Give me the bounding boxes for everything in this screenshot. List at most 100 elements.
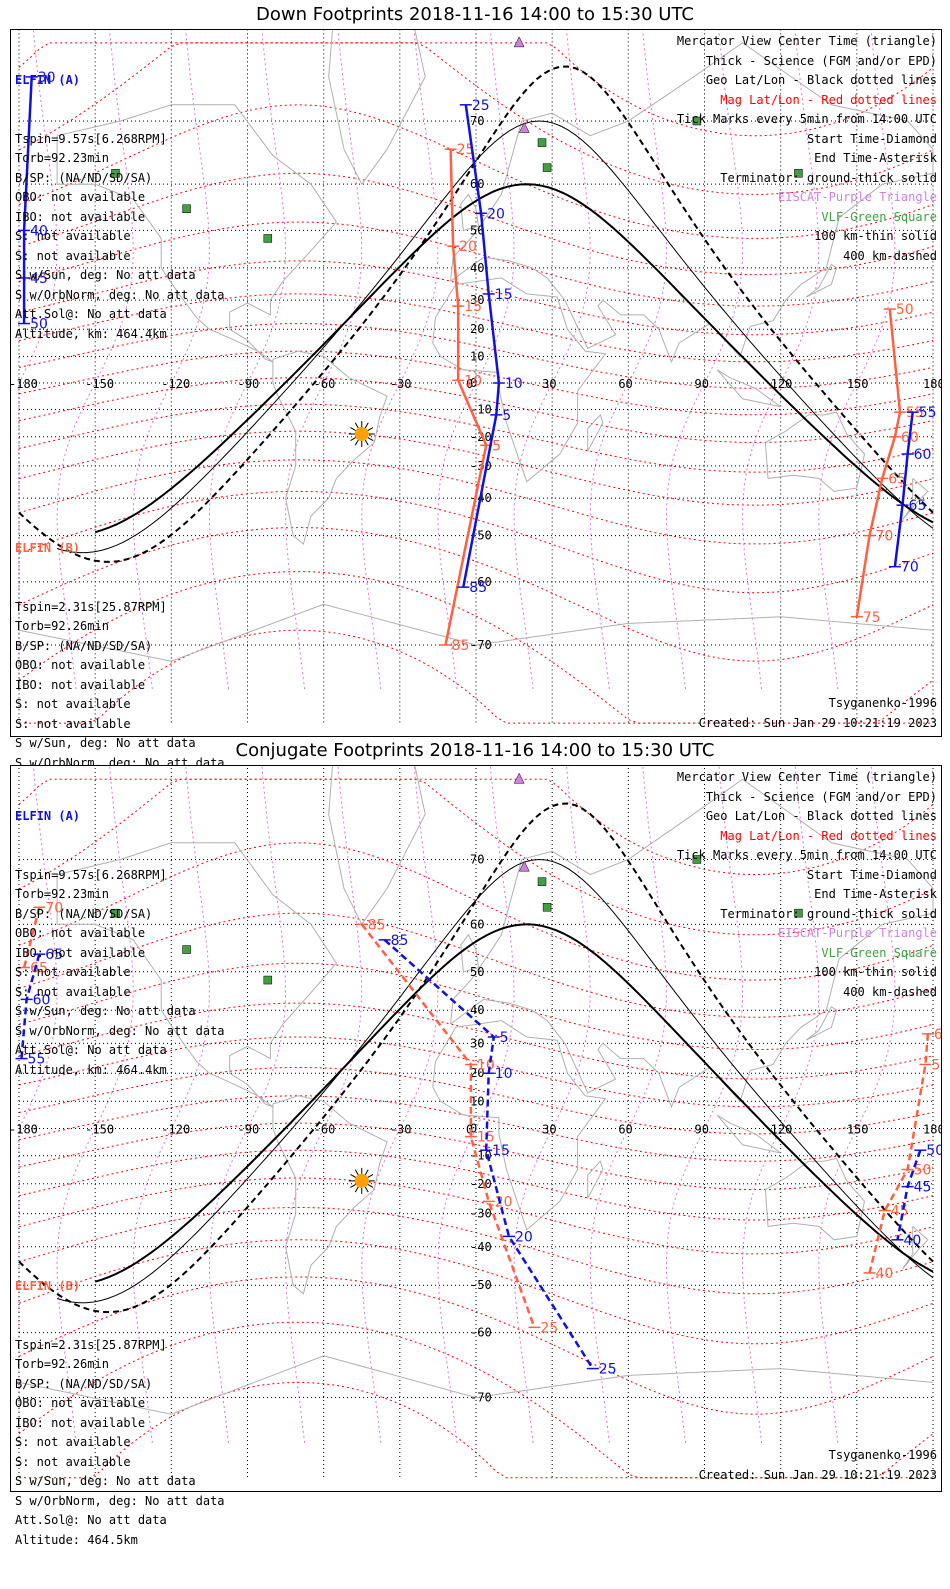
tick-label: 10 (505, 376, 523, 392)
coastline (764, 1157, 866, 1241)
tick-label: 65 (45, 947, 63, 963)
tick-label: 20 (487, 206, 505, 222)
sun-disc (354, 1173, 369, 1188)
elfin-b-track: 851015202570656055504540 (18, 900, 941, 1336)
info-line: OBO: not available (15, 190, 146, 204)
lon-axis-label: -30 (390, 377, 412, 391)
lat-axis-label: -70 (470, 1391, 492, 1405)
tick-label: 50 (30, 317, 48, 333)
coastline (18, 603, 934, 662)
track-line (893, 412, 914, 567)
legend-item: 100 km-thin solid (814, 229, 937, 243)
map-canvas-down: -180-150-120-90-60-300306090120150180706… (11, 30, 941, 724)
lat-axis-label: 40 (470, 261, 484, 275)
sun-ray (350, 1183, 356, 1188)
track-line (22, 76, 33, 324)
legend-item: Mag Lat/Lon - Red dotted lines (720, 92, 937, 107)
legend-item: 400 km-dashed (843, 248, 937, 263)
legend-item: VLF-Green Square (821, 209, 937, 224)
lon-axis-label: 150 (847, 377, 869, 391)
mag-lat-line (18, 293, 934, 363)
lon-axis-label: -180 (11, 1123, 38, 1137)
legend: Mercator View Center Time (triangle) Thic… (677, 768, 937, 1002)
info-line: S w/Sun, deg: No att data (15, 1474, 196, 1488)
mag-lat-line (18, 1177, 934, 1255)
coastline (56, 104, 338, 363)
lat-axis-label: -70 (470, 638, 492, 652)
info-line: Altitude, km: 464.4km (15, 326, 167, 341)
lon-axis-label: -150 (85, 377, 114, 391)
tick-label: 70 (901, 560, 919, 576)
legend-item: Terminator: ground-thick solid (720, 906, 937, 921)
elfin-a-track: 85 5 10 15 20 25 60 65 55 45 40 50 (15, 933, 941, 1378)
mag-lat-line (18, 459, 934, 545)
panel-title-down: Down Footprints 2018-11-16 14:00 to 15:3… (256, 4, 694, 25)
map-panel-down: -180-150-120-90-60-300306090120150180706… (10, 29, 942, 809)
elfin-b-info: ELFIN (B) Tspin=2.31s[25.87RPM] Torb=92.2… (15, 1238, 225, 1589)
lon-axis-label: 60 (618, 377, 632, 391)
info-line: IBO: not available (15, 677, 146, 692)
info-line: Att.Sol@: No att data (15, 1043, 167, 1057)
tick-label: 60 (33, 992, 51, 1008)
sun-ray (364, 1186, 369, 1193)
lat-axis-label: 60 (470, 917, 484, 931)
mag-lat-line (18, 350, 934, 416)
tick-label: 85 (452, 638, 470, 654)
sun-ray (354, 1169, 359, 1176)
legend-item: Terminator: ground-thick solid (720, 170, 937, 185)
tick-label: 25 (599, 1362, 617, 1378)
sun-ray (350, 427, 356, 431)
info-line: S: not available (15, 697, 131, 711)
tick-label: 50 (914, 1163, 932, 1179)
track-line (383, 938, 594, 1370)
tick-label: 65 (888, 471, 906, 487)
lon-axis-label: 150 (847, 1123, 869, 1137)
tick-label: 65 (909, 498, 927, 514)
info-line: Torb=92.23min (15, 151, 109, 165)
lat-axis-label: 70 (470, 852, 484, 866)
tick-label: 45 (891, 1204, 909, 1220)
sun-ray (364, 422, 369, 429)
lon-axis-label: -60 (314, 377, 336, 391)
vlf-square-icon (542, 903, 552, 912)
tick-label: 5 (500, 1030, 509, 1046)
legend: Mercator View Center Time (triangle) Thic… (677, 32, 937, 266)
lat-axis-label: 50 (470, 223, 484, 237)
elfin-b-label: ELFIN (B) (15, 541, 81, 555)
sun-ray (350, 437, 356, 441)
terminator-400km (18, 802, 934, 1314)
lon-axis-label: 0 (466, 1123, 473, 1137)
tick-label: 70 (876, 529, 894, 545)
lon-axis-label: -120 (161, 1123, 190, 1137)
coastline (716, 369, 781, 408)
lon-axis-label: 30 (542, 377, 556, 391)
coastline (460, 933, 480, 973)
sun-ray (367, 1173, 374, 1178)
map-canvas-conjugate: -180-150-120-90-60-300306090120150180706… (11, 766, 941, 1479)
info-line: S: not available (15, 984, 131, 999)
elfin-a-lines: Tspin=9.57s[6.268RPM] Torb=92.23min B/SP: … (15, 866, 225, 1081)
lon-axis-label: 120 (771, 377, 793, 391)
lon-axis-label: -180 (11, 377, 38, 391)
coastline (587, 413, 604, 452)
sun-icon (348, 421, 375, 448)
track-line (855, 308, 902, 617)
track-line (462, 104, 501, 588)
coastline (450, 778, 934, 1109)
info-line: Torb=92.23min (15, 887, 109, 901)
lon-axis-label: 180 (923, 1123, 941, 1137)
info-line: S: not available (15, 965, 131, 979)
track-line (444, 149, 488, 646)
lat-axis-label: -20 (470, 430, 492, 444)
sun-disc (354, 427, 369, 442)
info-line: S: not available (15, 1435, 131, 1449)
lat-axis-label: -60 (470, 1326, 492, 1340)
tick-label: 5 (492, 438, 501, 454)
info-line: S: not available (15, 716, 131, 731)
lat-axis-label: 0 (470, 1122, 477, 1136)
info-line: Torb=92.26min (15, 619, 109, 633)
legend-item: Geo Lat/Lon - Black dotted lines (705, 73, 937, 87)
coastline (450, 42, 934, 364)
eiscat-triangle-icon (513, 36, 525, 48)
